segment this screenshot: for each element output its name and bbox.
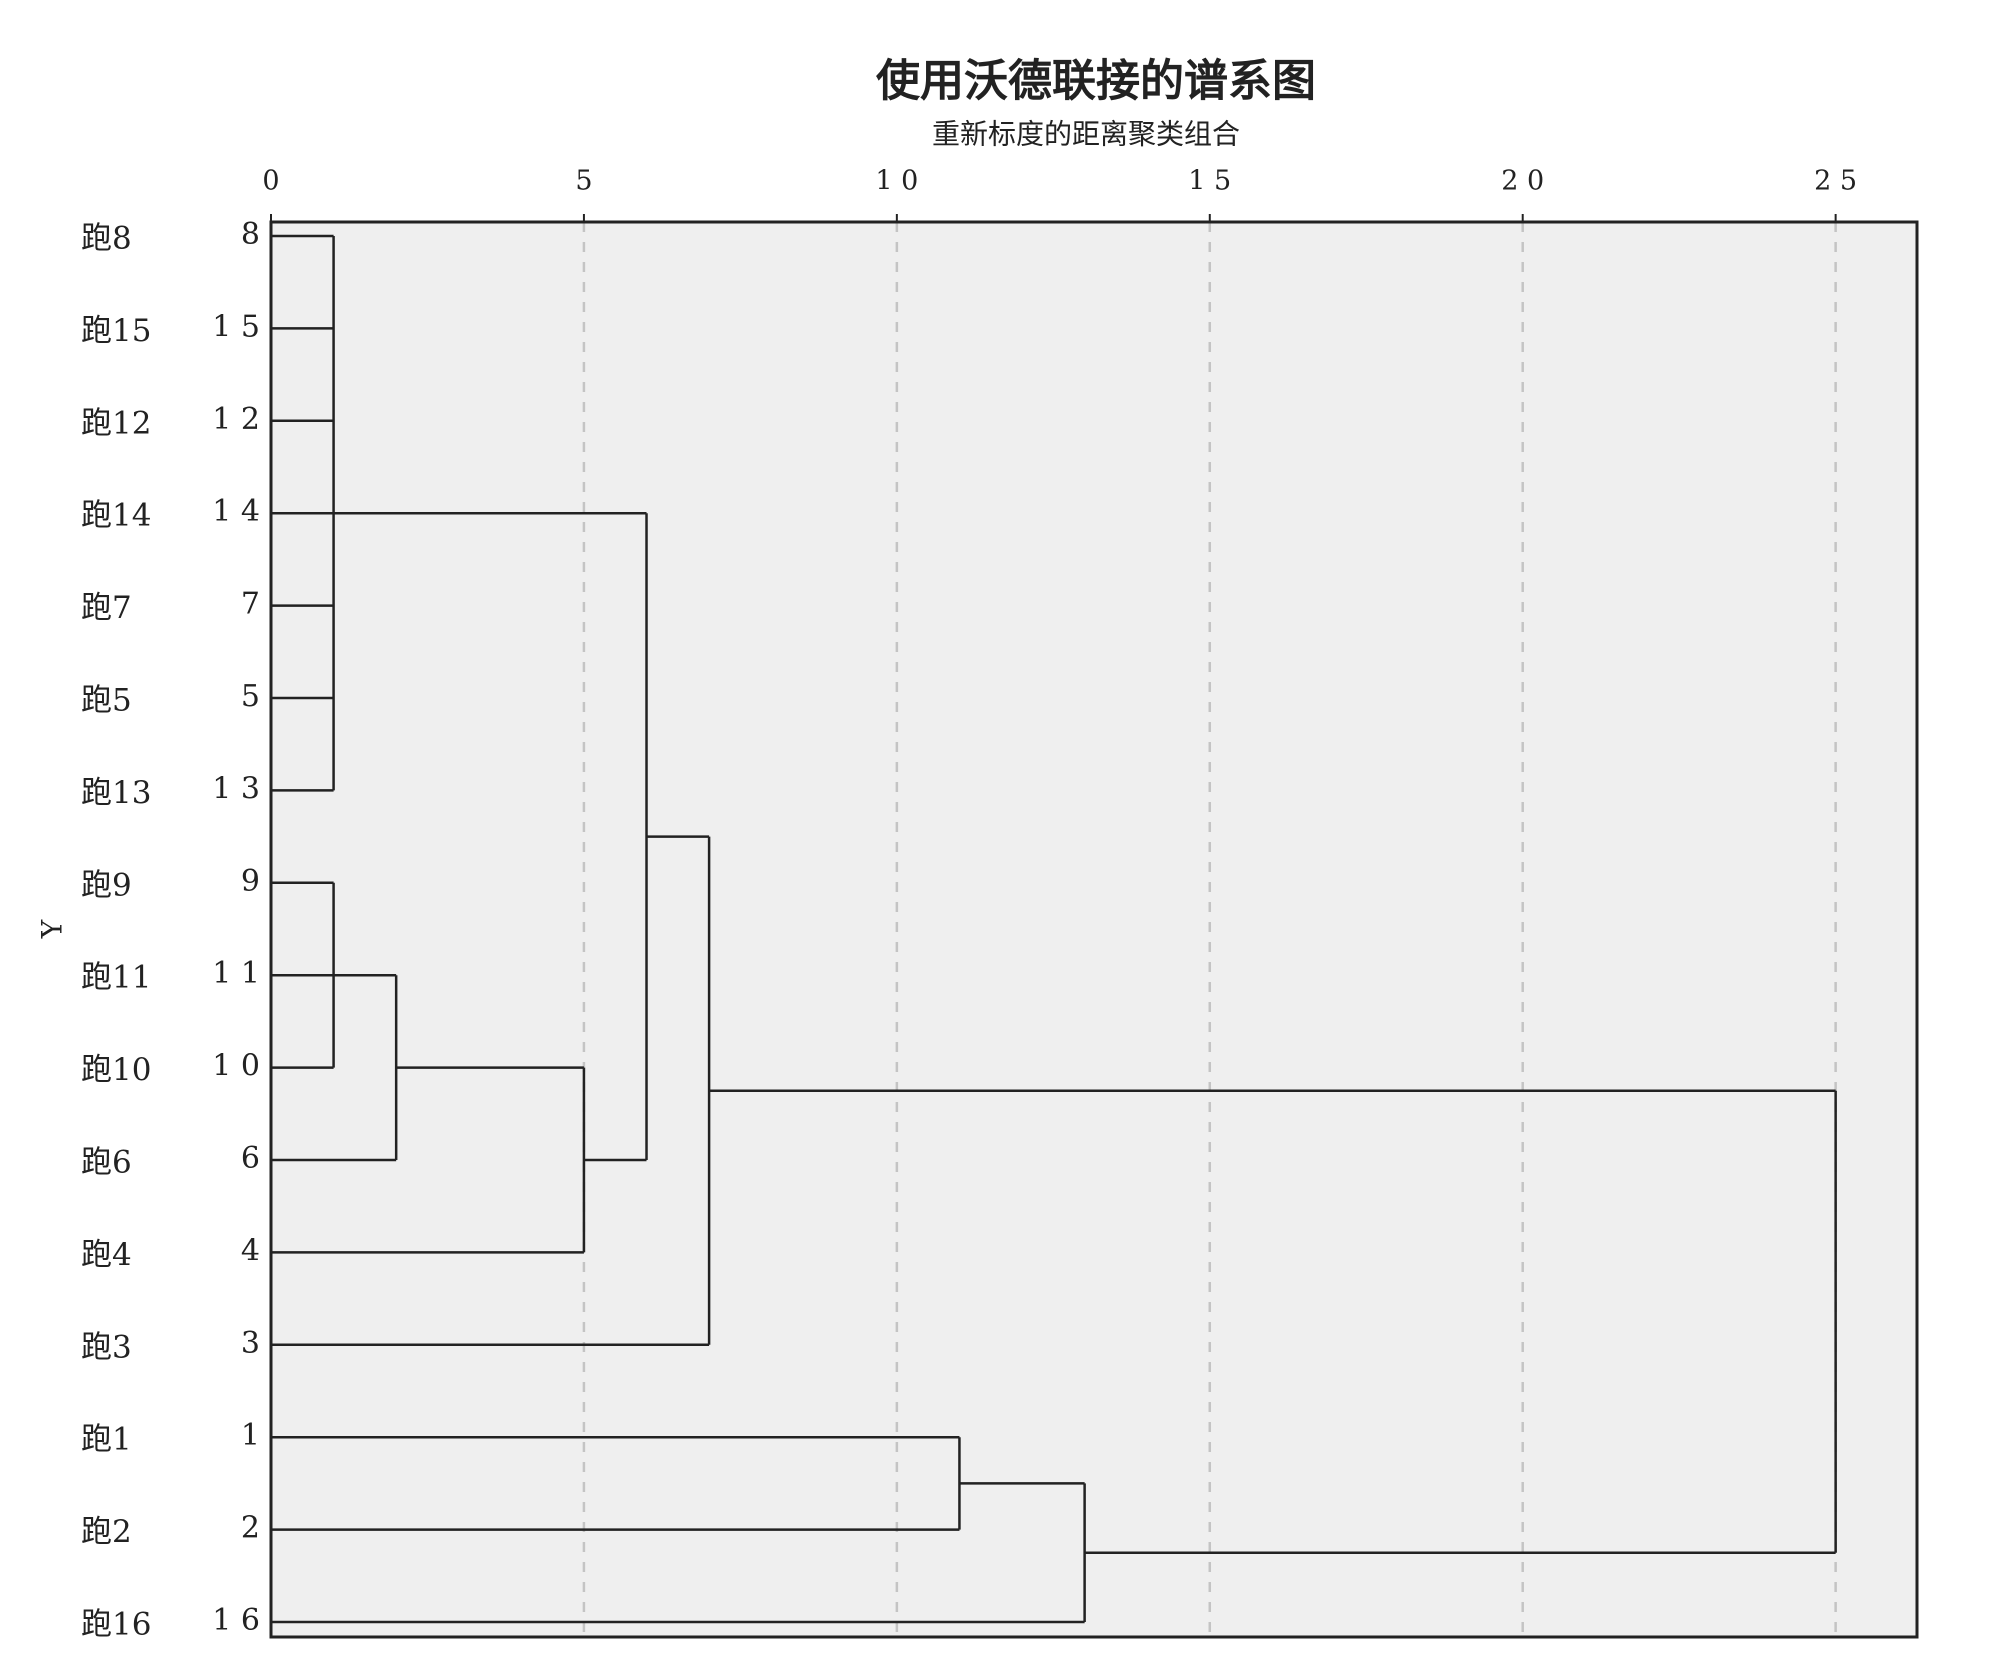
x-tick-label: 1 0	[875, 166, 918, 197]
case-number: 3	[241, 1326, 260, 1361]
leaf-label: 跑15	[81, 313, 151, 349]
case-number: 9	[241, 864, 260, 899]
leaf-label: 跑3	[81, 1329, 132, 1365]
case-number: 4	[241, 1233, 260, 1268]
merge-link	[333, 511, 648, 1162]
x-tick-label: 1 5	[1188, 166, 1231, 197]
x-tick-label: 0	[262, 166, 279, 197]
case-number: 1 1	[212, 956, 260, 991]
plot-frame	[269, 220, 1919, 1639]
case-number: 1 3	[212, 771, 260, 806]
leaf-label: 跑10	[81, 1052, 151, 1088]
leaf-label: 跑5	[81, 683, 132, 719]
leaf-label: 跑4	[81, 1237, 132, 1273]
merge-link	[271, 881, 335, 1069]
leaf-label: 跑14	[81, 498, 151, 534]
case-number: 1 5	[212, 309, 260, 344]
chart-title: 使用沃德联接的谱系图	[876, 56, 1316, 107]
leaf-label: 跑16	[81, 1607, 151, 1643]
x-tick-label: 2 5	[1814, 166, 1857, 197]
case-number: 2	[241, 1511, 260, 1546]
case-number: 1 2	[212, 402, 260, 437]
merge-link	[709, 1089, 1837, 1554]
chart-subtitle: 重新标度的距离聚类组合	[932, 118, 1240, 151]
leaf-label: 跑9	[81, 867, 132, 903]
merge-link	[271, 234, 335, 792]
leaf-label: 跑7	[81, 590, 132, 626]
leaf-label: 跑2	[81, 1514, 132, 1550]
leaf-label: 跑6	[81, 1145, 132, 1181]
case-number: 1 4	[212, 494, 260, 529]
merge-link	[271, 1482, 1086, 1624]
case-number: 1	[241, 1418, 260, 1453]
case-number: 1 6	[212, 1603, 260, 1638]
x-tick-label: 5	[575, 166, 592, 197]
merge-link	[271, 973, 398, 1162]
leaf-label: 跑1	[81, 1422, 132, 1458]
case-number: 1 0	[212, 1049, 260, 1084]
leaf-label: 跑12	[81, 405, 151, 441]
x-tick-label: 2 0	[1501, 166, 1544, 197]
leaf-label: 跑8	[81, 221, 132, 257]
plot-area	[271, 222, 1917, 1637]
case-number: 5	[241, 679, 260, 714]
case-number: 7	[241, 587, 260, 622]
merge-link	[271, 1435, 961, 1531]
leaf-label: 跑11	[81, 960, 151, 996]
y-axis-label: Y	[36, 919, 69, 939]
case-number: 6	[241, 1141, 260, 1176]
leaf-label: 跑13	[81, 775, 151, 811]
case-number: 8	[241, 217, 260, 252]
